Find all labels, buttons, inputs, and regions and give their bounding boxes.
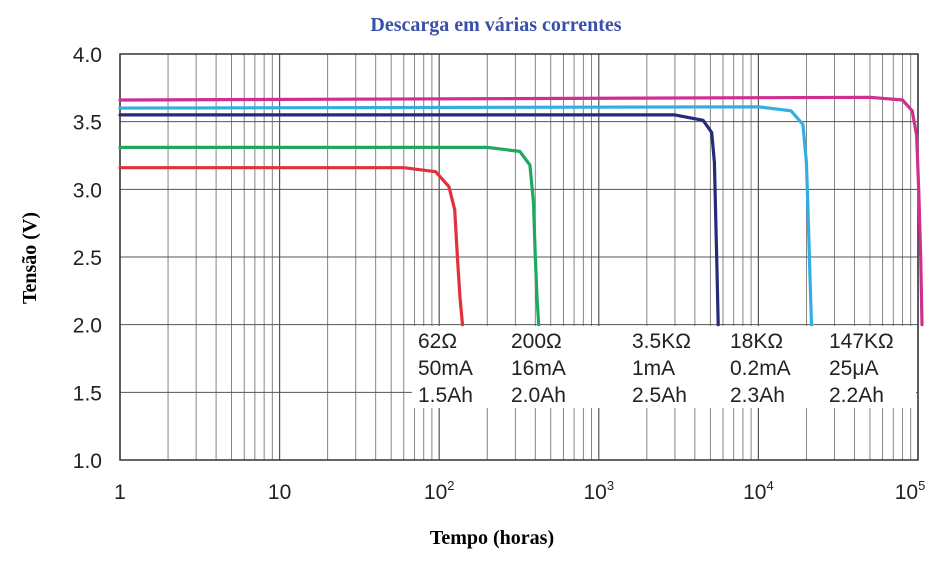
series-annotation: 200Ω (511, 330, 562, 353)
series-annotation: 62Ω (418, 330, 457, 353)
series-annotation: 2.5Ah (632, 384, 687, 407)
x-tick-label: 105 (895, 478, 926, 504)
series-line-5 (118, 95, 924, 327)
series-line-4 (118, 105, 814, 327)
y-axis-title: Tensão (V) (19, 212, 41, 304)
y-tick-label: 1.0 (73, 450, 102, 473)
y-tick-label: 2.5 (73, 247, 102, 270)
y-tick-label: 2.0 (73, 315, 102, 338)
series-line-1 (118, 166, 465, 327)
series-lines (118, 95, 924, 327)
series-annotation: 147KΩ (829, 330, 894, 353)
y-tick-label: 1.5 (73, 382, 102, 405)
x-tick-label: 102 (424, 478, 455, 504)
series-annotation: 16mA (511, 357, 566, 380)
series-line-2 (118, 145, 541, 327)
x-tick-label: 103 (584, 478, 615, 504)
series-annotation: 25μA (829, 357, 878, 380)
series-line-3 (118, 113, 720, 327)
x-axis-title: Tempo (horas) (430, 527, 554, 549)
y-tick-label: 4.0 (73, 44, 102, 67)
x-tick-label: 104 (743, 478, 774, 504)
series-annotation: 1.5Ah (418, 384, 473, 407)
x-tick-labels: 1 10 102 103 104 105 (114, 478, 925, 504)
chart-title: Descarga em várias correntes (370, 14, 621, 36)
series-annotation: 1mA (632, 357, 675, 380)
series-annotation: 50mA (418, 357, 473, 380)
y-tick-label: 3.5 (73, 112, 102, 135)
series-annotation: 3.5KΩ (632, 330, 691, 353)
x-tick-label: 10 (268, 481, 291, 504)
series-annotation: 0.2mA (730, 357, 791, 380)
series-annotation: 18KΩ (730, 330, 783, 353)
x-tick-label: 1 (114, 481, 126, 504)
series-annotation: 2.0Ah (511, 384, 566, 407)
plot-frame (119, 53, 919, 461)
series-annotation: 2.3Ah (730, 384, 785, 407)
series-annotations: 62Ω 50mA 1.5Ah 200Ω 16mA 2.0Ah 3.5KΩ 1mA 2.5Ah 18… (418, 330, 894, 407)
series-annotation: 2.2Ah (829, 384, 884, 407)
y-tick-labels: 1.0 1.5 2.0 2.5 3.0 3.5 4.0 (73, 44, 102, 473)
annotation-background (412, 326, 916, 408)
y-tick-label: 3.0 (73, 179, 102, 202)
